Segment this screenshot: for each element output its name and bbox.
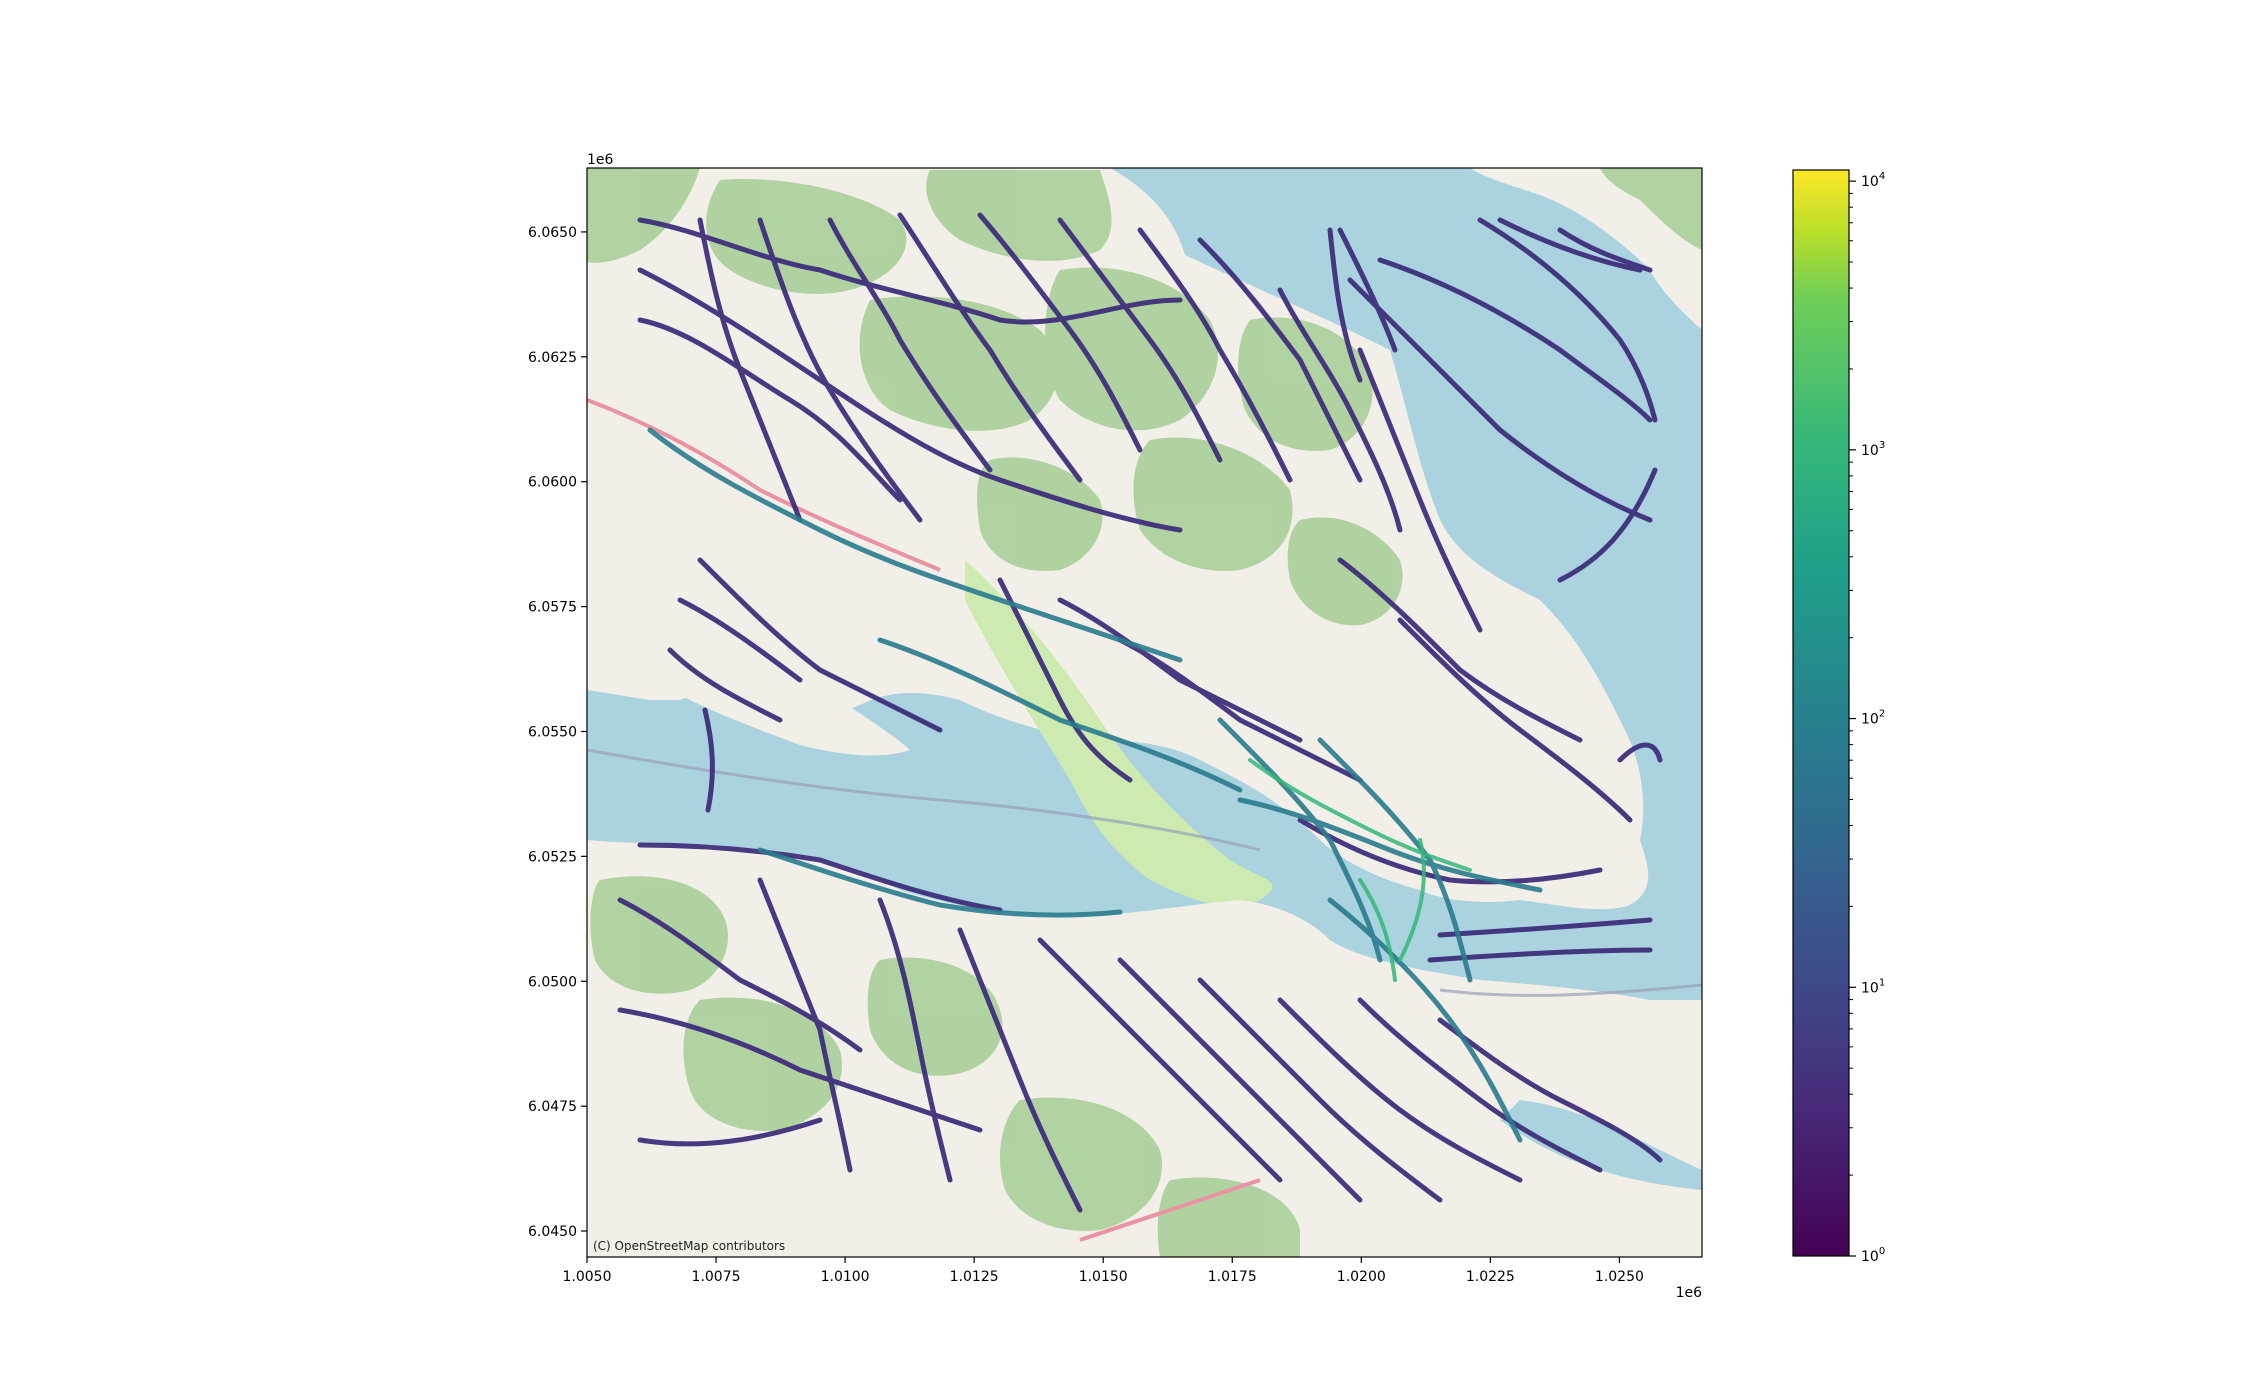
gps-tracks-high: [1248, 758, 1472, 982]
gps-tracks-mid: [647, 427, 1543, 1143]
forest-areas: [587, 168, 1702, 1257]
y-offset-label: 1e6: [587, 152, 614, 168]
roads: [587, 398, 1702, 1242]
y-tick-label: 6.0600: [528, 475, 577, 491]
colorbar-gradient: [1793, 170, 1849, 1256]
colorbar-tick-label: 102: [1861, 709, 1885, 728]
x-tick-label: 1.0225: [1466, 1269, 1515, 1285]
x-tick-label: 1.0250: [1595, 1269, 1644, 1285]
x-offset-label: 1e6: [1676, 1285, 1703, 1301]
y-axis: 6.0650 6.0625 6.0600 6.0575 6.0550 6.0525 6.05…: [528, 225, 587, 1240]
colorbar-tick-label: 104: [1861, 171, 1885, 190]
x-tick-label: 1.0175: [1208, 1269, 1257, 1285]
land-spit: [965, 560, 1273, 907]
colorbar-ticks: 100 101 102 103 104: [1849, 171, 1885, 1265]
gps-tracks-low: [617, 212, 1663, 1213]
y-tick-label: 6.0500: [528, 974, 577, 990]
x-tick-label: 1.0075: [692, 1269, 741, 1285]
y-tick-label: 6.0475: [528, 1099, 577, 1115]
y-tick-label: 6.0450: [528, 1224, 577, 1240]
y-tick-label: 6.0550: [528, 724, 577, 740]
map-attribution: (C) OpenStreetMap contributors: [593, 1239, 785, 1253]
y-tick-label: 6.0525: [528, 849, 577, 865]
colorbar-tick-label: 100: [1861, 1246, 1885, 1265]
colorbar: 100 101 102 103 104: [1792, 169, 1885, 1265]
x-tick-label: 1.0125: [950, 1269, 999, 1285]
land-south-shore: [587, 840, 1702, 1257]
x-tick-label: 1.0200: [1337, 1269, 1386, 1285]
land-north-peninsula: [587, 168, 1649, 910]
map-axes-frame: [586, 167, 1703, 1258]
y-tick-label: 6.0575: [528, 600, 577, 616]
x-tick-label: 1.0050: [563, 1269, 612, 1285]
colorbar-frame: [1792, 169, 1850, 1257]
y-tick-label: 6.0625: [528, 350, 577, 366]
map-axes[interactable]: [587, 168, 1702, 1257]
x-axis: 1.0050 1.0075 1.0100 1.0125 1.0150 1.0175 1.02…: [563, 1257, 1644, 1285]
x-tick-label: 1.0150: [1079, 1269, 1128, 1285]
land-east-shore: [1470, 168, 1702, 330]
land-west-arm: [663, 565, 910, 756]
y-tick-label: 6.0650: [528, 225, 577, 241]
colorbar-tick-label: 103: [1861, 440, 1885, 459]
x-tick-label: 1.0100: [821, 1269, 870, 1285]
colorbar-tick-label: 101: [1861, 977, 1885, 996]
